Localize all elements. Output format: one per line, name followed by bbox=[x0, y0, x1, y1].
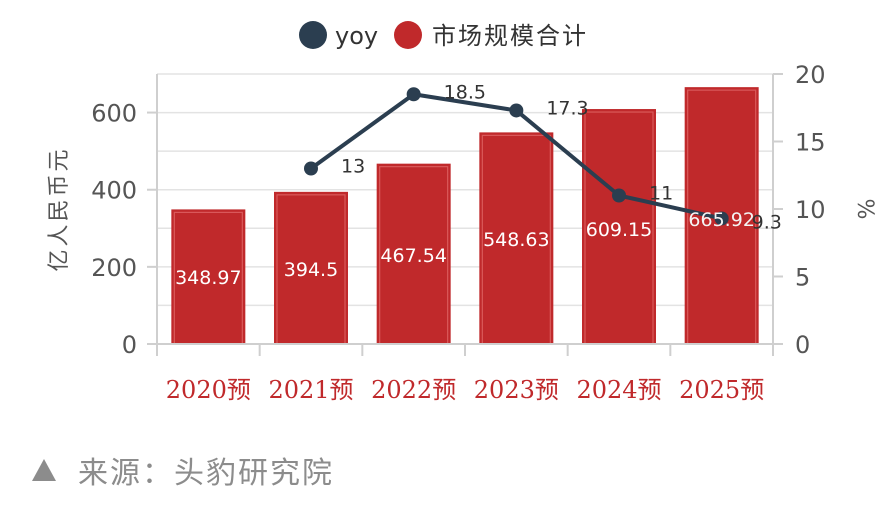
yoy-value-label: 13 bbox=[341, 156, 365, 178]
y2-tick-label: 20 bbox=[795, 61, 826, 89]
bar bbox=[582, 109, 656, 344]
chart: 0 200 400 600 0 5 10 15 20 亿人民币元 % 2020预 2021预 2022预 2… bbox=[47, 21, 877, 404]
bar-value-label: 394.5 bbox=[284, 259, 338, 281]
y-tick-label: 0 bbox=[122, 331, 137, 359]
triangle-icon bbox=[32, 459, 56, 481]
yoy-point bbox=[509, 103, 524, 118]
bar bbox=[376, 163, 451, 344]
x-tick-label: 2021预 bbox=[268, 376, 353, 404]
x-tick-label: 2022预 bbox=[371, 376, 456, 404]
bar bbox=[171, 209, 246, 344]
bar-value-label: 548.63 bbox=[483, 229, 549, 251]
y2-tick-label: 0 bbox=[795, 331, 810, 359]
x-tick-label: 2023预 bbox=[474, 376, 559, 404]
legend-swatch-yoy bbox=[299, 21, 327, 49]
legend-swatch-market bbox=[394, 21, 422, 49]
bar-value-label: 609.15 bbox=[586, 219, 652, 241]
bar-series bbox=[171, 87, 759, 345]
x-tick-label: 2020预 bbox=[166, 376, 251, 404]
x-tick-label: 2024预 bbox=[576, 376, 661, 404]
y2-tick-label: 15 bbox=[795, 129, 826, 157]
yoy-value-label: 11 bbox=[649, 183, 673, 205]
y2-tick-label: 10 bbox=[795, 196, 826, 224]
yoy-value-label: 18.5 bbox=[444, 81, 486, 103]
bar bbox=[274, 191, 348, 344]
yoy-value-label: 17.3 bbox=[546, 97, 588, 119]
legend-label-market: 市场规模合计 bbox=[432, 22, 588, 50]
gridlines bbox=[157, 73, 773, 307]
y-axis-title: 亿人民币元 bbox=[47, 146, 72, 271]
source-label: 来源：头豹研究院 bbox=[78, 456, 334, 491]
y2-tick-label: 5 bbox=[795, 264, 810, 292]
yoy-point bbox=[714, 211, 729, 226]
data-labels: 348.97 394.5 467.54 548.63 609.15 665.92 13 18.… bbox=[175, 81, 782, 289]
axes: 0 200 400 600 0 5 10 15 20 亿人民币元 % 2020预 2021预 2022预 2… bbox=[47, 61, 877, 404]
yoy-point bbox=[612, 188, 626, 203]
y2-axis-title: % bbox=[852, 199, 877, 220]
y-tick-label: 600 bbox=[91, 100, 137, 128]
bar-value-label: 665.92 bbox=[688, 209, 754, 231]
y-tick-label: 200 bbox=[91, 254, 137, 282]
legend-label-yoy: yoy bbox=[335, 22, 378, 50]
yoy-point bbox=[406, 87, 421, 102]
y-tick-label: 400 bbox=[91, 177, 137, 205]
bar-value-label: 348.97 bbox=[175, 267, 241, 289]
bar bbox=[479, 132, 554, 344]
source-note: 来源：头豹研究院 bbox=[32, 448, 334, 492]
yoy-point bbox=[304, 161, 318, 176]
bar-value-label: 467.54 bbox=[380, 245, 446, 267]
line-series bbox=[304, 87, 729, 226]
legend: yoy 市场规模合计 bbox=[299, 21, 588, 50]
yoy-value-label: 9.3 bbox=[752, 211, 782, 233]
x-tick-label: 2025预 bbox=[679, 376, 764, 404]
